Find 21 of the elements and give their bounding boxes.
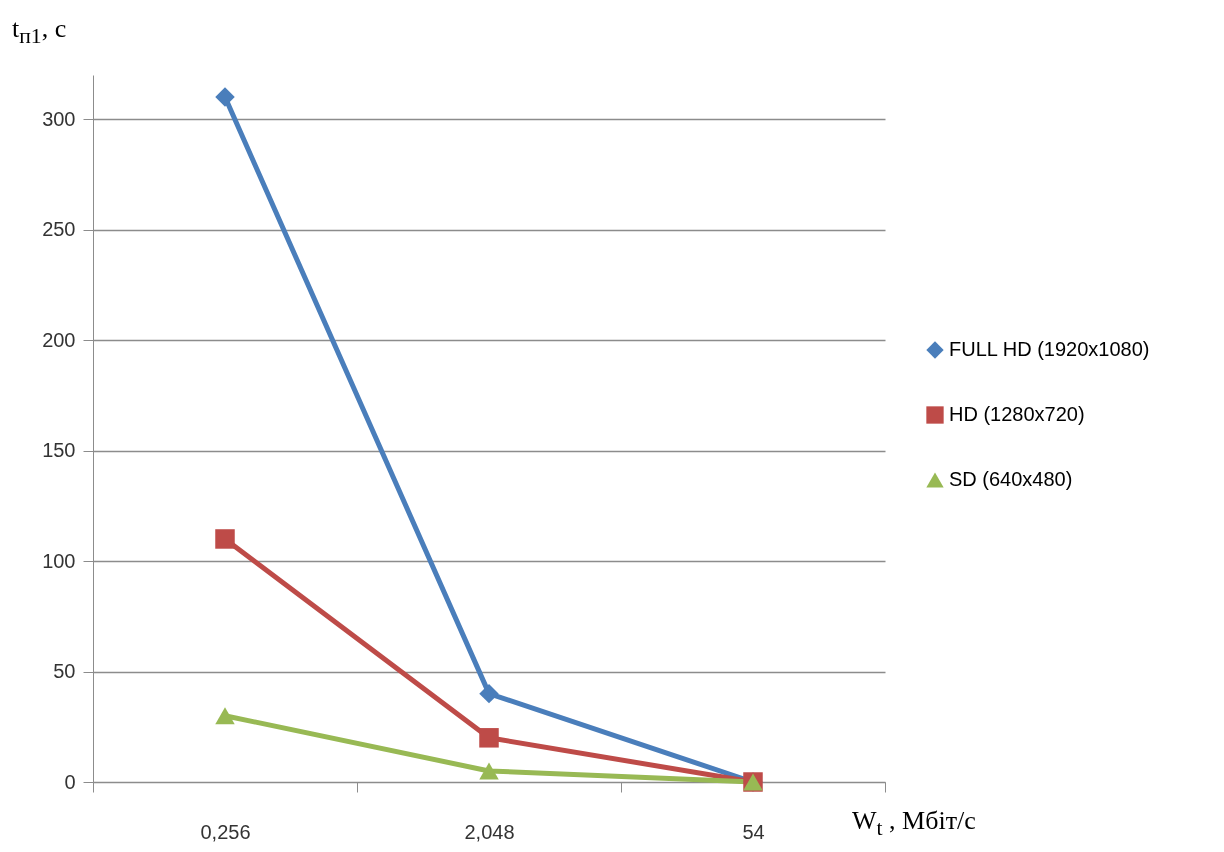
point [479,683,499,704]
point [215,529,235,549]
y-tick-label: 250 [42,218,76,241]
y-tick-label: 50 [53,660,76,683]
x-tick-label: 2,048 [464,820,515,843]
y-tick-label: 150 [42,439,76,462]
x-tick-label: 54 [742,820,765,843]
x-axis-title: W$_{t}$ , Мбіт/с [852,806,976,842]
y-tick-label: 200 [42,328,76,351]
point [479,728,499,748]
y-tick-label: 300 [42,107,76,130]
legend-label: HD (1280x720) [949,403,1085,425]
point [479,762,499,780]
y-tick-label: 100 [42,549,76,572]
point [215,707,235,725]
x-tick-label: 0,256 [200,820,251,843]
legend-label: SD (640x480) [949,468,1073,490]
y-tick-label: 0 [64,770,76,793]
point [215,87,235,107]
y-axis-title: t$_{п1}$, с [12,14,67,50]
legend-label: FULL HD (1920x1080) [949,338,1150,360]
